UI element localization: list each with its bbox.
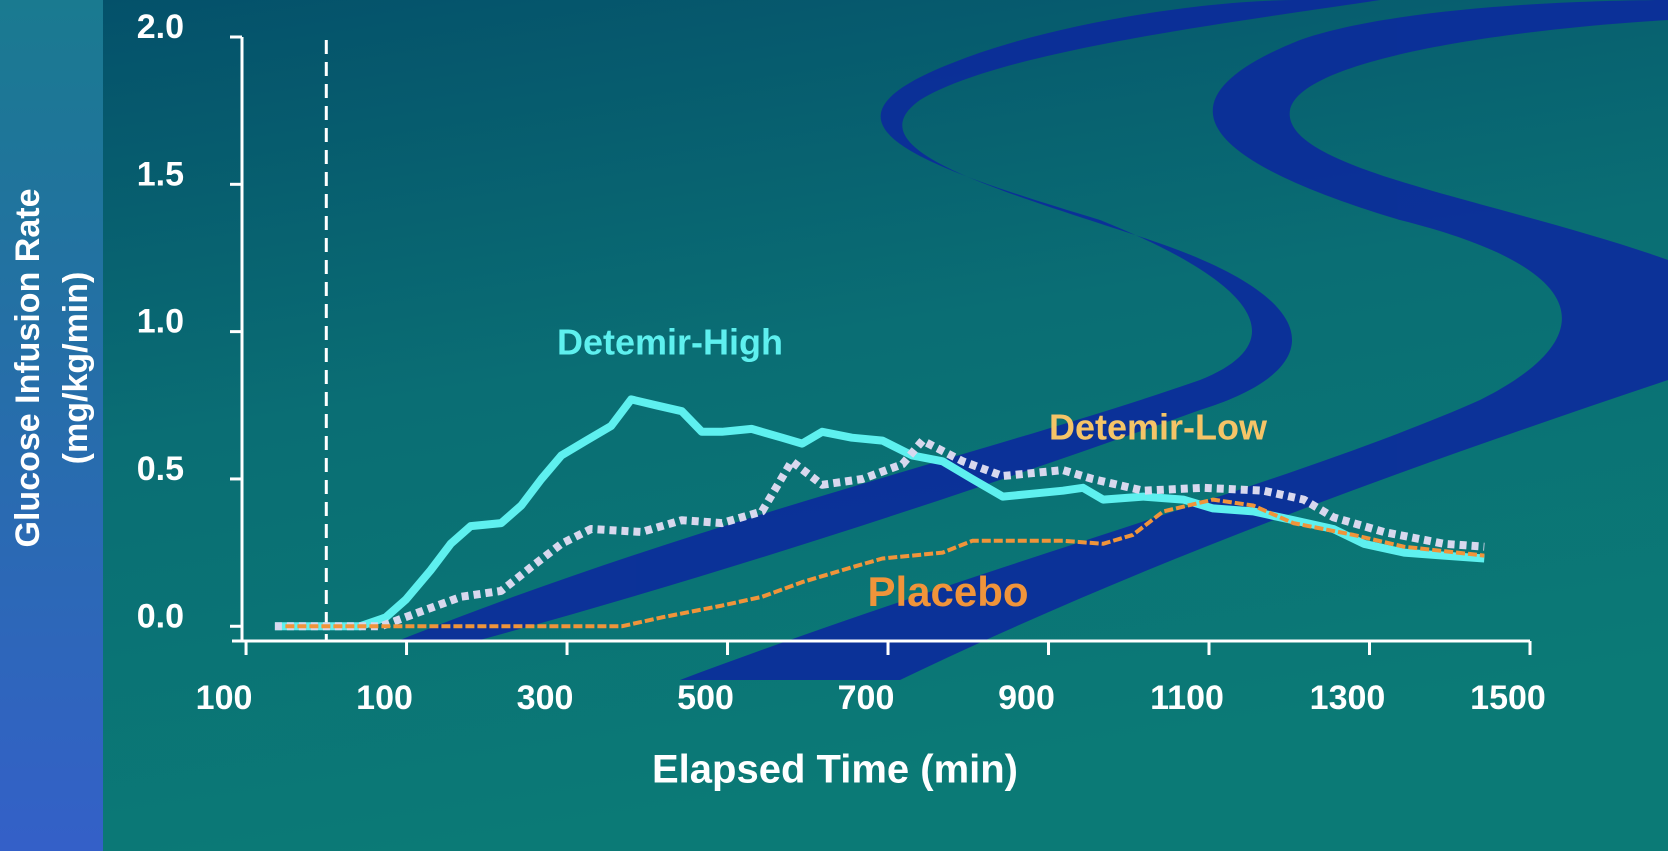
annotation: Detemir-High — [557, 322, 783, 363]
annotation: Placebo — [867, 568, 1028, 615]
annotation: Detemir-Low — [1049, 407, 1268, 448]
x-tick-label: 500 — [677, 679, 734, 717]
x-tick-label: 1100 — [1150, 679, 1224, 717]
page: Elapsed Time (min) Glucose Infusion Rate… — [0, 0, 1668, 851]
y-tick-label: 1.5 — [137, 155, 184, 193]
y-tick-label: 1.0 — [137, 303, 184, 341]
x-tick-label: 1300 — [1310, 679, 1386, 717]
x-tick-label: 1500 — [1470, 679, 1546, 717]
x-tick-label: 100 — [356, 679, 413, 717]
y-tick-label: 2.0 — [137, 8, 184, 46]
x-tick-label: 300 — [517, 679, 574, 717]
x-axis-title: Elapsed Time (min) — [652, 748, 1018, 792]
y-axis-title: (mg/kg/min) — [57, 272, 95, 465]
x-tick-label: 100 — [196, 679, 253, 717]
y-tick-label: 0.5 — [137, 450, 184, 488]
x-tick-label: 700 — [838, 679, 895, 717]
chart: Elapsed Time (min) Glucose Infusion Rate… — [0, 0, 1668, 851]
background — [0, 0, 1668, 851]
x-tick-label: 900 — [998, 679, 1055, 717]
y-tick-label: 0.0 — [137, 597, 184, 635]
y-axis-title: Glucose Infusion Rate — [9, 189, 47, 548]
